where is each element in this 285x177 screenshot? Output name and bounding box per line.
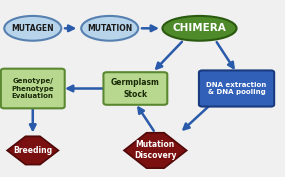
Text: MUTATION: MUTATION xyxy=(87,24,132,33)
Ellipse shape xyxy=(162,16,237,41)
Text: CHIMERA: CHIMERA xyxy=(173,23,226,33)
Polygon shape xyxy=(7,136,58,165)
Text: Mutation
Discovery: Mutation Discovery xyxy=(134,140,177,161)
Ellipse shape xyxy=(81,16,138,41)
Text: Germplasm
Stock: Germplasm Stock xyxy=(111,78,160,99)
Polygon shape xyxy=(124,133,187,168)
Ellipse shape xyxy=(4,16,61,41)
Text: Breeding: Breeding xyxy=(13,146,52,155)
Text: DNA extraction
& DNA pooling: DNA extraction & DNA pooling xyxy=(206,82,267,95)
FancyBboxPatch shape xyxy=(1,69,65,108)
Text: Genotype/
Phenotype
Evaluation: Genotype/ Phenotype Evaluation xyxy=(11,78,54,99)
Text: MUTAGEN: MUTAGEN xyxy=(11,24,54,33)
FancyBboxPatch shape xyxy=(103,72,167,105)
FancyBboxPatch shape xyxy=(199,70,274,107)
